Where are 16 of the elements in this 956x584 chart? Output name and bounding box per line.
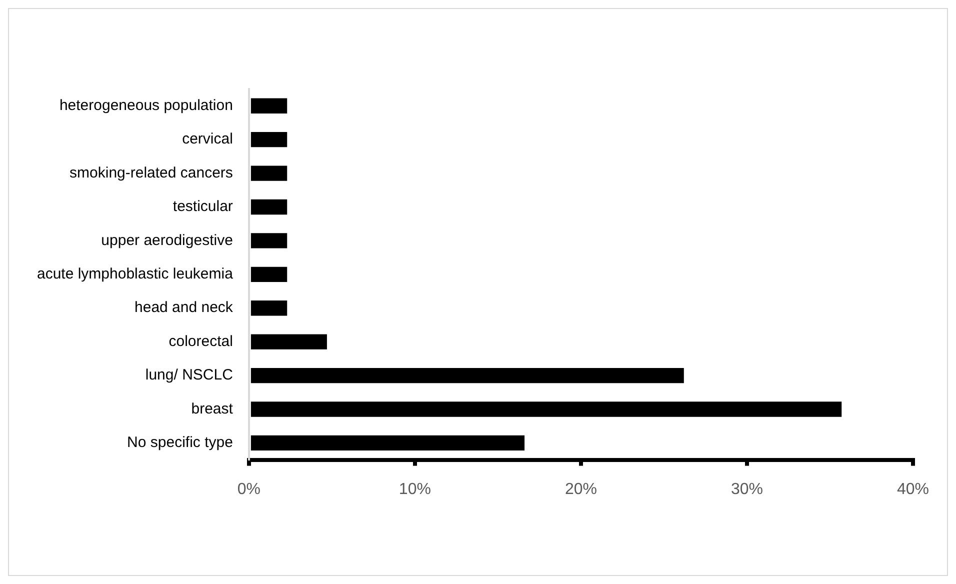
y-tick-label: upper aerodigestive	[101, 232, 233, 249]
x-tick-label: 0%	[237, 480, 260, 498]
x-tick-label: 20%	[564, 480, 597, 498]
x-tick-label: 30%	[730, 480, 763, 498]
y-tick-label: testicular	[172, 198, 233, 216]
y-tick-label: smoking-related cancers	[70, 164, 233, 182]
y-tick-label: acute lymphoblastic leukemia	[36, 266, 234, 283]
y-tick-label: No specific type	[127, 434, 233, 452]
y-tick-label: breast	[191, 400, 234, 418]
y-tick-label: lung/ NSCLC	[145, 366, 234, 384]
y-tick-label: cervical	[182, 130, 233, 148]
x-tick-label: 40%	[896, 480, 930, 498]
x-tick-label: 10%	[398, 480, 431, 498]
y-tick-label: heterogeneous population	[59, 96, 233, 114]
y-tick-label: head and neck	[134, 299, 234, 316]
y-tick-label: colorectal	[168, 332, 233, 350]
